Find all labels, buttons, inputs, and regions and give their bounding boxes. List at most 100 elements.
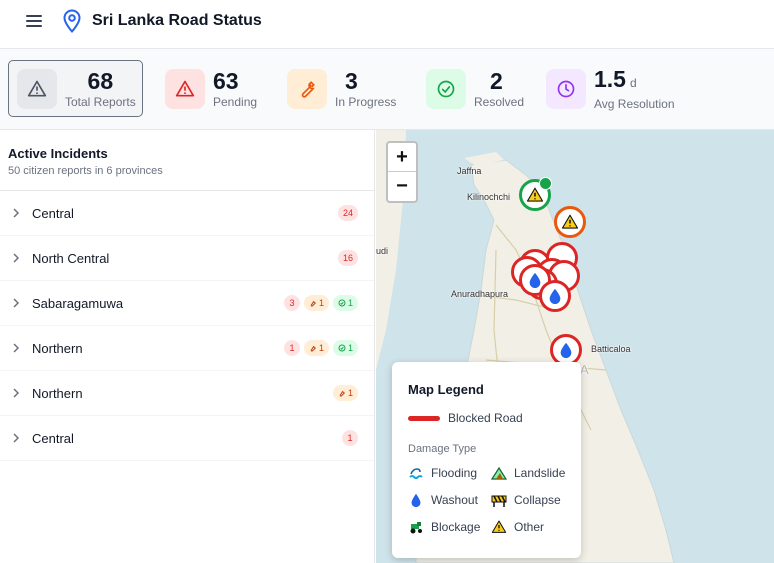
incidents-sidebar: Active Incidents 50 citizen reports in 6… <box>0 130 375 563</box>
map-view[interactable]: + − Jaffna Kilinochchi Anuradhapura Batt… <box>376 130 774 563</box>
province-label: Northern <box>32 340 83 356</box>
resolved-count: 1 <box>347 343 353 353</box>
legend-item-washout: Washout <box>408 492 491 508</box>
in-progress-badge: 1 <box>332 385 358 401</box>
pending-badge: 16 <box>337 250 358 266</box>
resolved-badge: 1 <box>332 340 358 356</box>
zoom-in-button[interactable]: + <box>388 143 416 172</box>
check-circle-icon <box>426 68 466 109</box>
in-progress-count: 1 <box>318 298 324 308</box>
map-legend: Map Legend Blocked Road Damage Type Floo… <box>392 362 581 558</box>
legend-label: Blockage <box>431 520 481 534</box>
clock-icon <box>546 68 586 109</box>
in-progress-badge: 1 <box>303 295 329 311</box>
province-row[interactable]: Central 1 <box>0 416 374 461</box>
province-row[interactable]: Sabaragamuwa 3 1 1 <box>0 281 374 326</box>
stat-label: Avg Resolution <box>594 97 675 111</box>
province-row[interactable]: Northern 1 1 1 <box>0 326 374 371</box>
incident-marker[interactable] <box>539 280 571 312</box>
sidebar-subtitle: 50 citizen reports in 6 provinces <box>8 165 163 177</box>
app-title: Sri Lanka Road Status <box>92 12 262 29</box>
province-label: North Central <box>32 250 110 266</box>
province-label: Central <box>32 430 74 446</box>
chevron-right-icon <box>13 343 20 353</box>
incident-marker[interactable] <box>554 206 586 238</box>
legend-label: Flooding <box>431 466 478 480</box>
wrench-icon <box>310 300 316 307</box>
city-label: Jaffna <box>457 166 482 176</box>
legend-damage-title: Damage Type <box>408 443 477 455</box>
pending-badge: 1 <box>283 340 300 356</box>
app-header: Sri Lanka Road Status <box>0 0 774 49</box>
chevron-right-icon <box>13 433 20 443</box>
chevron-right-icon <box>13 208 20 218</box>
washout-drop-icon <box>560 342 572 358</box>
zoom-out-button[interactable]: − <box>396 175 408 197</box>
wrench-icon <box>339 390 345 397</box>
resolved-count: 1 <box>347 298 353 308</box>
alert-triangle-icon <box>165 68 205 109</box>
chevron-right-icon <box>13 388 20 398</box>
city-label: Batticaloa <box>591 344 631 354</box>
check-circle-icon <box>338 344 346 352</box>
map-pin-icon <box>63 9 81 33</box>
stat-unit: d <box>629 76 637 90</box>
resolved-check-icon <box>539 177 552 190</box>
legend-title: Map Legend <box>408 382 484 397</box>
stat-value: 2 <box>490 68 503 94</box>
chevron-right-icon <box>13 253 20 263</box>
city-label: Anuradhapura <box>451 289 509 299</box>
province-label: Central <box>32 205 74 221</box>
in-progress-count: 1 <box>347 388 353 398</box>
washout-drop-icon <box>549 288 561 304</box>
stat-value: 63 <box>213 68 239 94</box>
stat-label: In Progress <box>335 95 397 109</box>
city-label: A <box>580 362 589 377</box>
tractor-icon <box>410 522 422 534</box>
province-row[interactable]: North Central 16 <box>0 236 374 281</box>
alert-triangle-icon <box>17 68 57 109</box>
resolved-badge: 1 <box>332 295 358 311</box>
zoom-control: + − <box>386 141 418 203</box>
stat-label: Total Reports <box>65 95 136 109</box>
in-progress-count: 1 <box>318 343 324 353</box>
legend-item-collapse: Collapse <box>491 492 571 508</box>
stat-pending[interactable]: 63 Pending <box>165 60 257 117</box>
warning-icon <box>561 214 579 229</box>
wrench-icon <box>310 345 316 352</box>
wrench-icon <box>287 68 327 109</box>
stats-bar: 68 Total Reports 63 Pending 3 In Progres… <box>0 49 774 130</box>
city-label: udi <box>376 246 389 256</box>
stat-avg-resolution[interactable]: 1.5 d Avg Resolution <box>546 60 675 117</box>
legend-item-landslide: Landslide <box>491 465 571 481</box>
stat-in-progress[interactable]: 3 In Progress <box>287 60 396 117</box>
landslide-icon <box>491 466 507 480</box>
legend-item-flooding: Flooding <box>408 465 491 481</box>
legend-road-label: Blocked Road <box>448 411 523 425</box>
province-label: Northern <box>32 385 83 401</box>
pending-badge: 3 <box>283 295 300 311</box>
legend-item-other: Other <box>491 519 571 535</box>
check-circle-icon <box>338 299 346 307</box>
chevron-right-icon <box>13 298 20 308</box>
pending-badge: 24 <box>337 205 358 221</box>
washout-drop-icon <box>529 272 541 288</box>
sidebar-header: Active Incidents 50 citizen reports in 6… <box>0 130 374 191</box>
stat-total-reports[interactable]: 68 Total Reports <box>8 60 143 117</box>
incident-marker[interactable] <box>550 334 582 366</box>
menu-icon[interactable] <box>26 12 42 30</box>
stat-value: 68 <box>87 68 114 94</box>
province-row[interactable]: Central 24 <box>0 191 374 236</box>
legend-road-item: Blocked Road <box>408 411 565 425</box>
stat-label: Resolved <box>474 95 525 109</box>
stat-resolved[interactable]: 2 Resolved <box>426 60 524 117</box>
warning-icon <box>491 520 507 533</box>
province-row[interactable]: Northern 1 <box>0 371 374 416</box>
stat-label: Pending <box>213 95 258 109</box>
washout-drop-icon <box>411 493 421 508</box>
legend-label: Landslide <box>514 466 566 480</box>
legend-item-blockage: Blockage <box>408 519 491 535</box>
pending-badge: 1 <box>342 430 358 446</box>
sidebar-title: Active Incidents <box>8 146 108 161</box>
legend-label: Other <box>514 520 545 534</box>
